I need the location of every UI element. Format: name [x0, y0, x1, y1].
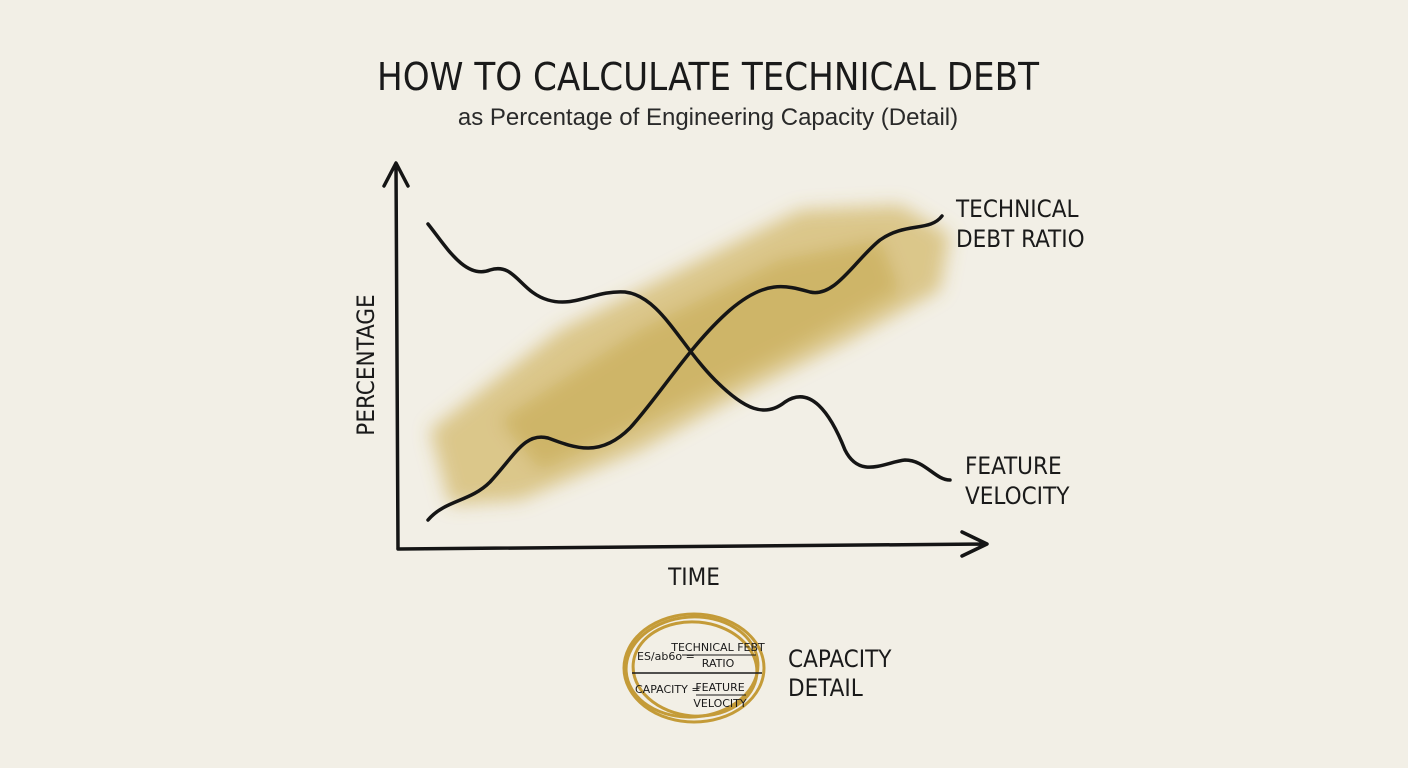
y-axis-label: PERCENTAGE	[352, 294, 380, 435]
y-axis	[382, 161, 410, 550]
technical-debt-curve	[426, 214, 944, 522]
feature-velocity-curve	[426, 222, 952, 482]
formula-badge	[622, 612, 766, 724]
caption: DETAIL	[788, 674, 863, 702]
curve-label: FEATURE	[965, 452, 1062, 480]
subtitle: as Percentage of Engineering Capacity (D…	[458, 104, 958, 131]
x-axis	[396, 530, 989, 558]
curve-label: TECHNICAL	[955, 195, 1079, 223]
formula-text: VELOCITY	[693, 697, 747, 710]
x-axis-label: TIME	[667, 563, 720, 591]
curve-label: VELOCITY	[965, 482, 1070, 510]
title: HOW TO CALCULATE TECHNICAL DEBT	[377, 55, 1039, 99]
caption: CAPACITY	[788, 645, 892, 673]
formula-text: RATIO	[702, 657, 735, 670]
formula-text: FEATURE	[695, 681, 744, 694]
formula-text: ES/ab6o =	[637, 650, 695, 663]
formula-text: TECHNICAL FEBT	[670, 641, 765, 654]
formula-text: CAPACITY =	[635, 683, 701, 696]
curve-label: DEBT RATIO	[956, 225, 1085, 253]
